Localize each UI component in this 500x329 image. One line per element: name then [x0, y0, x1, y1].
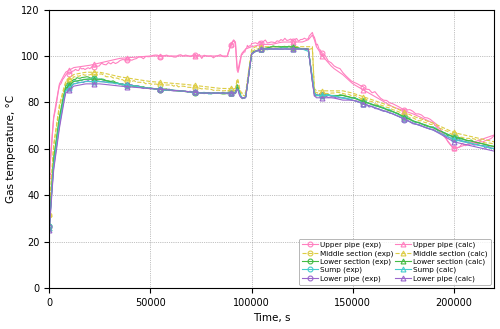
Legend: Upper pipe (exp), Middle section (exp), Lower section (exp), Sump (exp), Lower p: Upper pipe (exp), Middle section (exp), … — [299, 239, 491, 285]
Y-axis label: Gas temperature, °C: Gas temperature, °C — [6, 95, 16, 203]
X-axis label: Time, s: Time, s — [253, 314, 290, 323]
